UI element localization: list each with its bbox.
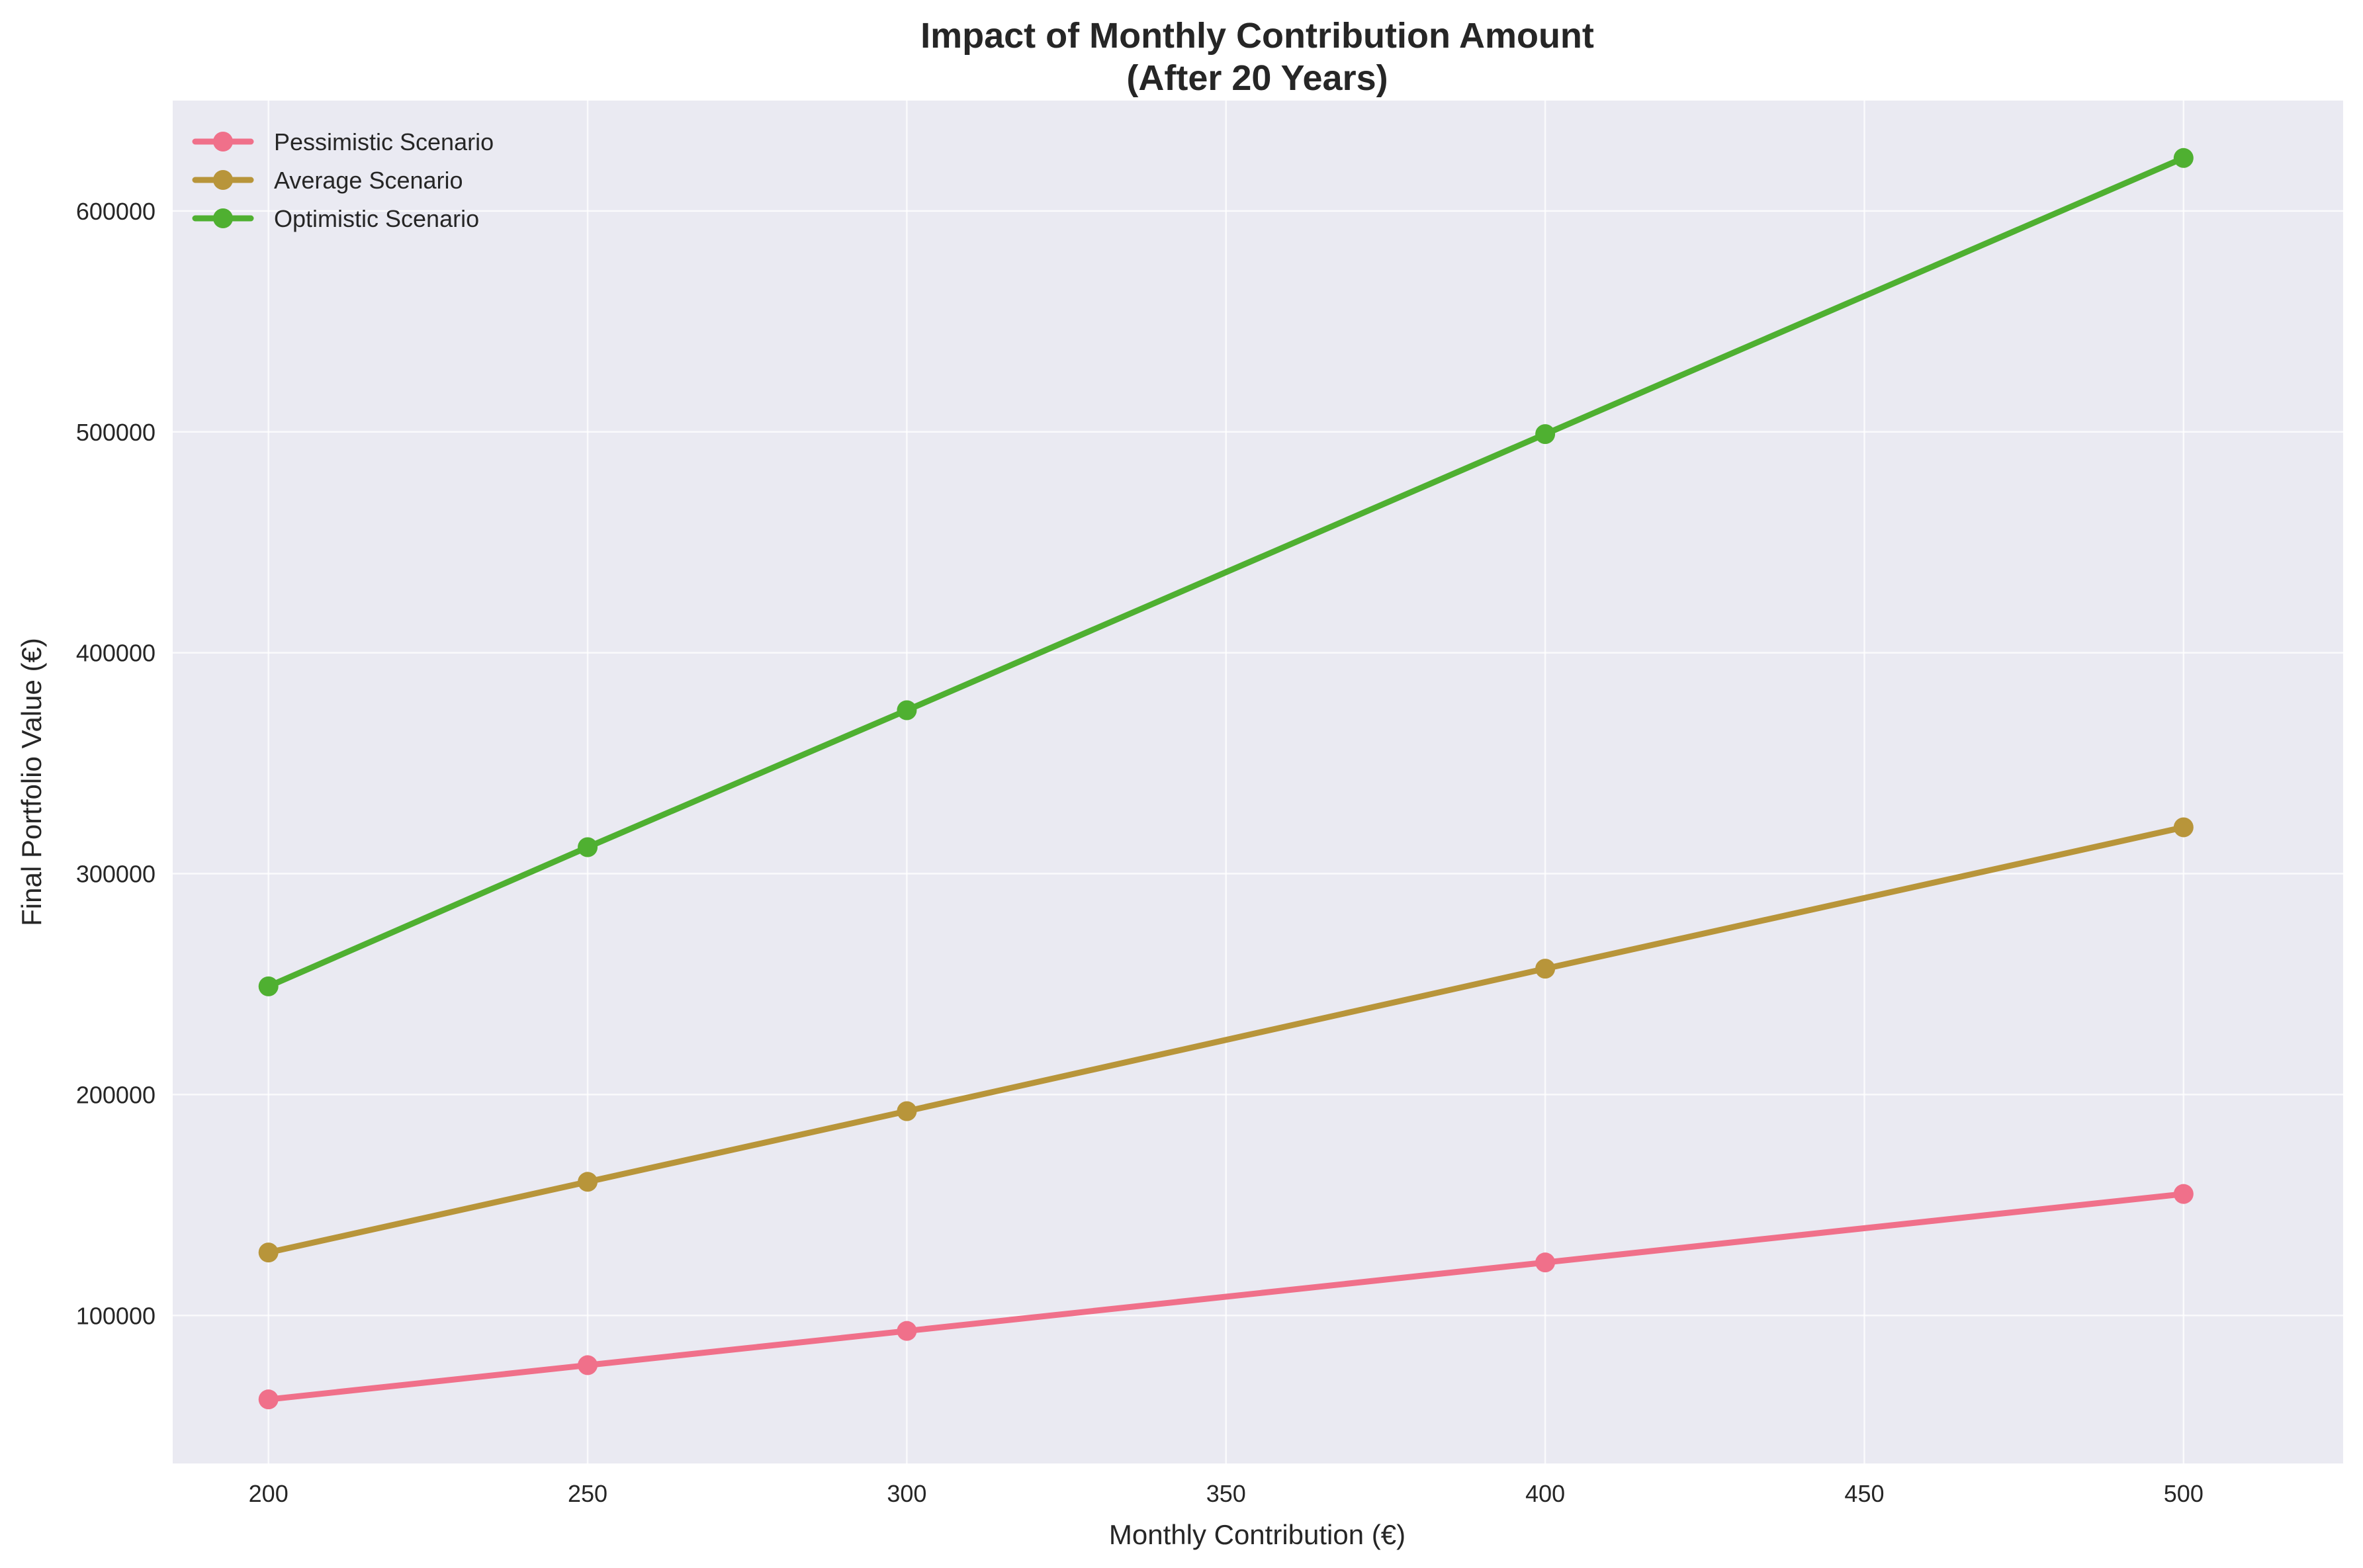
legend-label: Optimistic Scenario: [274, 205, 479, 232]
legend-item: Average Scenario: [192, 167, 463, 194]
series-optimistic: [258, 148, 2194, 996]
plot-area: [173, 101, 2343, 1463]
x-tick-label: 250: [568, 1480, 607, 1507]
x-axis-label: Monthly Contribution (€): [1109, 1519, 1405, 1550]
data-point: [897, 1321, 917, 1341]
x-axis-ticks: 200 250 300 350 400 450 500: [249, 1480, 2204, 1507]
data-point: [897, 1101, 917, 1121]
chart-title-line1: Impact of Monthly Contribution Amount: [920, 16, 1594, 56]
x-tick-label: 200: [249, 1480, 289, 1507]
y-tick-label: 200000: [76, 1081, 156, 1108]
x-tick-label: 450: [1844, 1480, 1884, 1507]
data-point: [2173, 817, 2194, 838]
data-point: [258, 1242, 279, 1263]
data-point: [897, 700, 917, 720]
data-point: [578, 1172, 598, 1192]
data-point: [1535, 424, 1556, 445]
y-tick-label: 400000: [76, 640, 156, 667]
y-tick-label: 600000: [76, 198, 156, 225]
y-axis-label: Final Portfolio Value (€): [16, 638, 47, 926]
series-average: [258, 817, 2194, 1263]
x-tick-label: 350: [1206, 1480, 1246, 1507]
x-tick-label: 300: [887, 1480, 926, 1507]
series-pessimistic: [258, 1184, 2194, 1410]
legend-marker: [213, 132, 233, 152]
y-tick-label: 500000: [76, 419, 156, 446]
data-point: [1535, 959, 1556, 979]
legend-item: Optimistic Scenario: [192, 205, 479, 232]
data-point: [1535, 1252, 1556, 1273]
x-tick-label: 400: [1525, 1480, 1565, 1507]
series-layer: [258, 148, 2194, 1410]
chart-title-line2: (After 20 Years): [1126, 58, 1388, 98]
data-point: [258, 976, 279, 996]
legend-marker: [213, 170, 233, 190]
data-point: [2173, 1184, 2194, 1204]
legend-label: Pessimistic Scenario: [274, 128, 494, 155]
data-point: [2173, 148, 2194, 168]
data-point: [258, 1389, 279, 1410]
data-point: [578, 837, 598, 857]
legend-marker: [213, 208, 233, 228]
legend-label: Average Scenario: [274, 167, 463, 194]
y-tick-label: 300000: [76, 861, 156, 888]
data-point: [578, 1355, 598, 1375]
y-tick-label: 100000: [76, 1302, 156, 1329]
y-axis-ticks: 100000 200000 300000 400000 500000 600000: [76, 198, 156, 1329]
x-tick-label: 500: [2164, 1480, 2204, 1507]
legend-item: Pessimistic Scenario: [192, 128, 494, 155]
legend: Pessimistic Scenario Average Scenario Opti…: [192, 128, 494, 232]
